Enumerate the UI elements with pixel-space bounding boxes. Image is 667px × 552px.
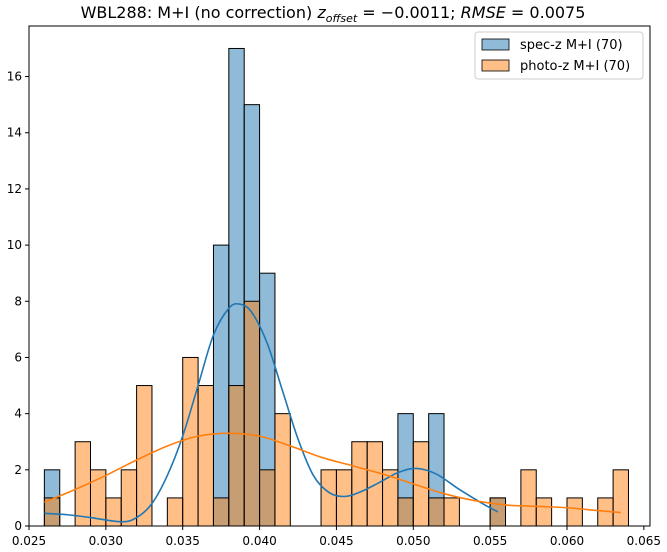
photo-z-bar-23 xyxy=(489,497,507,527)
x-tick-label-4: 0.045 xyxy=(319,534,353,548)
y-tick-label-0: 0 xyxy=(14,519,22,533)
legend-label-spec-z: spec-z M+I (70) xyxy=(520,38,623,53)
legend-swatch-spec-z xyxy=(481,38,510,51)
photo-z-bar-4 xyxy=(120,469,138,527)
photo-z-bar-7 xyxy=(182,356,199,527)
plot-background xyxy=(29,26,650,526)
x-tick-label-7: 0.060 xyxy=(550,534,584,548)
photo-z-bar-0 xyxy=(43,497,61,527)
spec-z-bar-1 xyxy=(212,244,230,527)
legend-box xyxy=(474,31,644,80)
chart-title: WBL288: M+I (no correction) zoffset = −0… xyxy=(81,3,586,25)
legend-swatch-photo-z xyxy=(481,59,510,72)
plot-frame xyxy=(28,25,651,527)
y-tick-label-5: 10 xyxy=(7,238,22,252)
spec-z-kde-line xyxy=(44,302,499,523)
photo-z-bar-9 xyxy=(212,497,230,527)
photo-z-bar-21 xyxy=(428,497,445,527)
photo-z-bar-16 xyxy=(351,441,368,527)
y-tick-label-3: 6 xyxy=(14,350,22,364)
y-tick-label-4: 8 xyxy=(14,294,22,308)
photo-z-bar-14 xyxy=(320,469,337,527)
legend: spec-z M+I (70) photo-z M+I (70) xyxy=(474,31,644,80)
photo-z-bar-28 xyxy=(612,469,629,527)
photo-z-bar-24 xyxy=(520,469,537,527)
x-tick-label-6: 0.055 xyxy=(473,534,507,548)
photo-z-bar-10 xyxy=(228,385,245,527)
photo-z-bar-17 xyxy=(366,441,384,527)
x-tick-label-5: 0.050 xyxy=(396,534,430,548)
x-tick-label-8: 0.065 xyxy=(627,534,661,548)
x-tick-label-3: 0.040 xyxy=(242,534,276,548)
photo-z-kde-line xyxy=(44,432,621,514)
y-tick-label-1: 2 xyxy=(14,463,22,477)
y-tick-label-6: 12 xyxy=(7,182,22,196)
photo-z-bar-26 xyxy=(566,497,583,527)
photo-z-bar-6 xyxy=(166,497,184,527)
y-tick-label-2: 4 xyxy=(14,407,22,421)
x-tick-label-2: 0.035 xyxy=(166,534,200,548)
x-tick-label-0: 0.025 xyxy=(12,534,46,548)
x-axis: 0.025 0.030 0.035 0.040 0.045 0.050 0.055 0.060… xyxy=(12,526,661,548)
photo-z-bar-8 xyxy=(197,385,214,527)
photo-z-bar-12 xyxy=(259,469,276,527)
legend-label-photo-z: photo-z M+I (70) xyxy=(520,59,630,74)
photo-z-bar-15 xyxy=(335,469,353,527)
photo-z-bar-11 xyxy=(243,300,261,527)
photo-z-bar-25 xyxy=(535,497,553,527)
photo-z-bar-19 xyxy=(397,497,414,527)
x-tick-label-1: 0.030 xyxy=(89,534,123,548)
y-axis: 0 2 4 6 8 10 12 14 16 xyxy=(7,70,29,533)
y-tick-label-8: 16 xyxy=(7,70,22,84)
photo-z-bar-13 xyxy=(274,413,291,527)
plot-area xyxy=(28,25,651,527)
photo-z-bar-22 xyxy=(443,497,460,527)
y-tick-label-7: 14 xyxy=(7,126,22,140)
